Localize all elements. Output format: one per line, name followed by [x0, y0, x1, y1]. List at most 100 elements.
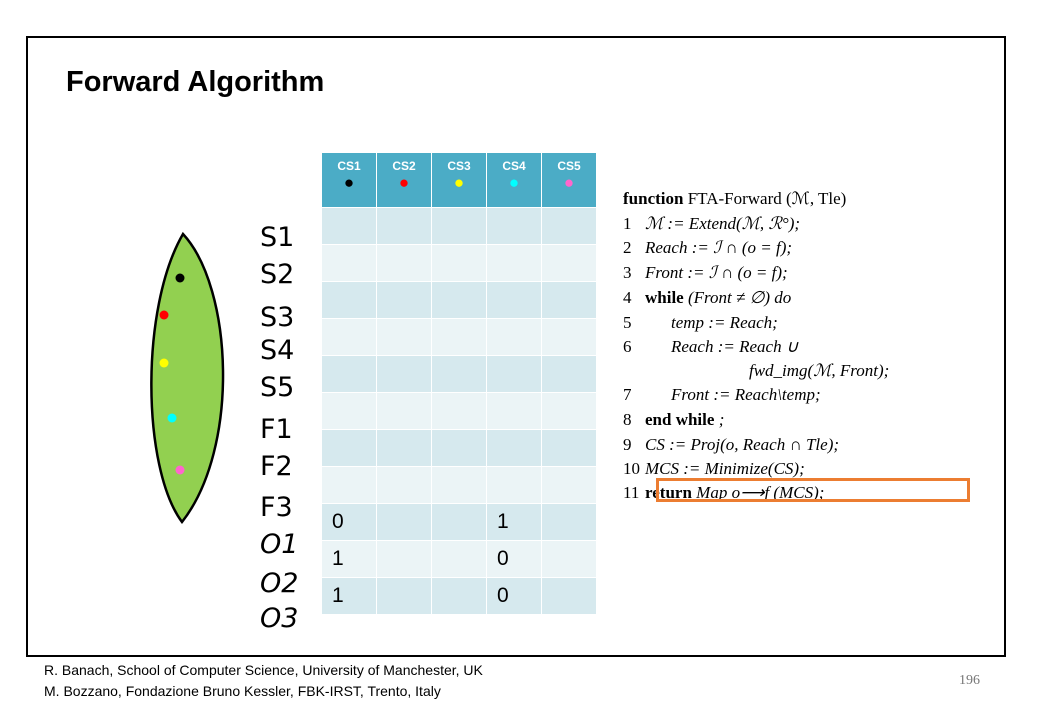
leaf-dot	[159, 358, 169, 368]
column-header: CS4 ●	[486, 152, 542, 208]
algorithm-line: 4 while (Front ≠ ∅) do	[623, 289, 791, 306]
line-number: 7	[623, 385, 632, 404]
table-cell	[486, 429, 542, 467]
column-dot-icon: ●	[398, 173, 410, 192]
table-cell	[431, 540, 487, 578]
column-header: CS3 ●	[431, 152, 487, 208]
algorithm-line: 10 MCS := Minimize(CS);	[623, 460, 805, 477]
line-number: 3	[623, 263, 632, 282]
table-cell	[486, 392, 542, 430]
table-cell	[541, 281, 597, 319]
column-label: CS1	[337, 159, 361, 173]
table-cell	[431, 281, 487, 319]
table-row	[321, 429, 597, 467]
table-cell	[376, 207, 432, 245]
footer-line-2: M. Bozzano, Fondazione Bruno Kessler, FB…	[44, 683, 441, 699]
table-cell	[321, 244, 377, 282]
table-row	[321, 392, 597, 430]
footer: R. Banach, School of Computer Science, U…	[44, 660, 483, 702]
table-cell: 0	[486, 540, 542, 578]
line-number: 9	[623, 435, 632, 454]
column-label: CS5	[557, 159, 581, 173]
leaf-dot	[175, 465, 185, 475]
table-cell: 0	[486, 577, 542, 615]
table-cell	[541, 355, 597, 393]
table-cell	[431, 207, 487, 245]
state-label: F3	[260, 492, 293, 523]
state-label: O2	[260, 568, 299, 599]
table-cell	[376, 503, 432, 541]
table-cell	[486, 466, 542, 504]
leaf-diagram	[150, 231, 225, 525]
table-cell	[376, 355, 432, 393]
line-text: temp := Reach;	[671, 313, 778, 332]
state-label: S4	[260, 335, 295, 366]
table-cell: 0	[321, 503, 377, 541]
algorithm-line: 8 end while ;	[623, 411, 724, 428]
algorithm-line: 5 temp := Reach;	[623, 314, 778, 331]
table-cell	[431, 318, 487, 356]
footer-line-1: R. Banach, School of Computer Science, U…	[44, 662, 483, 678]
leaf-shape	[150, 231, 225, 525]
column-label: CS4	[502, 159, 526, 173]
leaf-dots	[159, 273, 185, 475]
column-dot-icon: ●	[508, 173, 520, 192]
table-cell	[541, 466, 597, 504]
return-line-highlight	[656, 478, 970, 502]
line-number: 4	[623, 288, 632, 307]
slide-title: Forward Algorithm	[66, 66, 325, 98]
algorithm-line: 6 Reach := Reach ∪	[623, 338, 798, 355]
table-cell	[431, 577, 487, 615]
table-cell	[431, 429, 487, 467]
line-text: (Front ≠ ∅) do	[687, 288, 792, 307]
line-text: MCS := Minimize(CS);	[645, 459, 805, 478]
table-cell	[376, 429, 432, 467]
table-cell	[486, 355, 542, 393]
line-number: 8	[623, 410, 632, 429]
line-text: Map o⟶f (MCS);	[696, 483, 825, 502]
table-cell	[431, 355, 487, 393]
algorithm-line: 9 CS := Proj(o, Reach ∩ Tle);	[623, 436, 839, 453]
table-cell	[486, 244, 542, 282]
table-cell: 1	[321, 577, 377, 615]
line-number: 10	[623, 459, 640, 478]
function-keyword: function	[623, 189, 684, 208]
table-cell	[541, 429, 597, 467]
leaf-dot	[159, 310, 169, 320]
table-cell	[541, 207, 597, 245]
leaf-dot	[175, 273, 185, 283]
table-cell	[541, 392, 597, 430]
table-cell: 1	[486, 503, 542, 541]
state-label: S3	[260, 302, 295, 333]
line-text: ℳ := Extend(ℳ, ℛ°);	[645, 214, 801, 233]
table-cell	[431, 392, 487, 430]
page-number: 196	[959, 673, 980, 688]
table-row	[321, 355, 597, 393]
column-dot-icon: ●	[343, 173, 355, 192]
table-row	[321, 244, 597, 282]
table-cell	[376, 392, 432, 430]
algorithm-line: fwd_img(ℳ, Front);	[623, 362, 889, 379]
algorithm-line: 1 ℳ := Extend(ℳ, ℛ°);	[623, 215, 800, 232]
state-label: S5	[260, 372, 295, 403]
line-text: Front := ℐ ∩ (o = f);	[645, 263, 788, 282]
line-text: fwd_img(ℳ, Front);	[749, 361, 890, 380]
table-cell	[376, 466, 432, 504]
line-text: Reach := Reach ∪	[671, 337, 799, 356]
line-number: 6	[623, 337, 632, 356]
line-text: ;	[718, 410, 725, 429]
line-keyword: while	[645, 288, 688, 307]
table-cell	[321, 392, 377, 430]
table-cell	[541, 244, 597, 282]
column-dot-icon: ●	[563, 173, 575, 192]
table-cell	[431, 503, 487, 541]
algorithm-header: function FTA-Forward (ℳ, Tle)	[623, 190, 846, 207]
leaf-dot	[167, 413, 177, 423]
line-number: 2	[623, 238, 632, 257]
table-cell	[376, 244, 432, 282]
line-number: 1	[623, 214, 632, 233]
state-label: F1	[260, 414, 293, 445]
